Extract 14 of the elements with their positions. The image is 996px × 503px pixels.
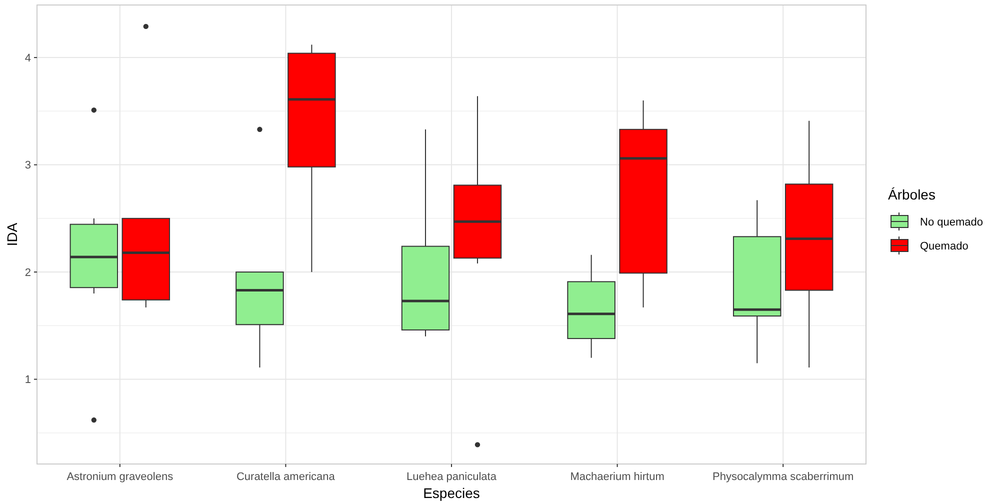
legend-label: Quemado xyxy=(920,240,968,252)
x-tick-label: Physocalymma scaberrimum xyxy=(712,471,854,483)
x-tick-label: Astronium graveolens xyxy=(66,471,174,483)
y-tick-label: 2 xyxy=(24,266,31,279)
y-axis-title: IDA xyxy=(4,222,20,246)
x-axis-title: Especies xyxy=(423,485,480,501)
y-tick-label: 4 xyxy=(24,52,31,64)
legend-title: Árboles xyxy=(888,186,936,202)
y-tick-label: 1 xyxy=(24,374,31,386)
x-tick-label: Machaerium hirtum xyxy=(570,471,664,483)
legend-label: No quemado xyxy=(920,216,983,228)
y-tick-label: 3 xyxy=(24,160,31,172)
x-tick-label: Curatella americana xyxy=(236,471,336,483)
x-tick-label: Luehea paniculata xyxy=(406,471,498,483)
